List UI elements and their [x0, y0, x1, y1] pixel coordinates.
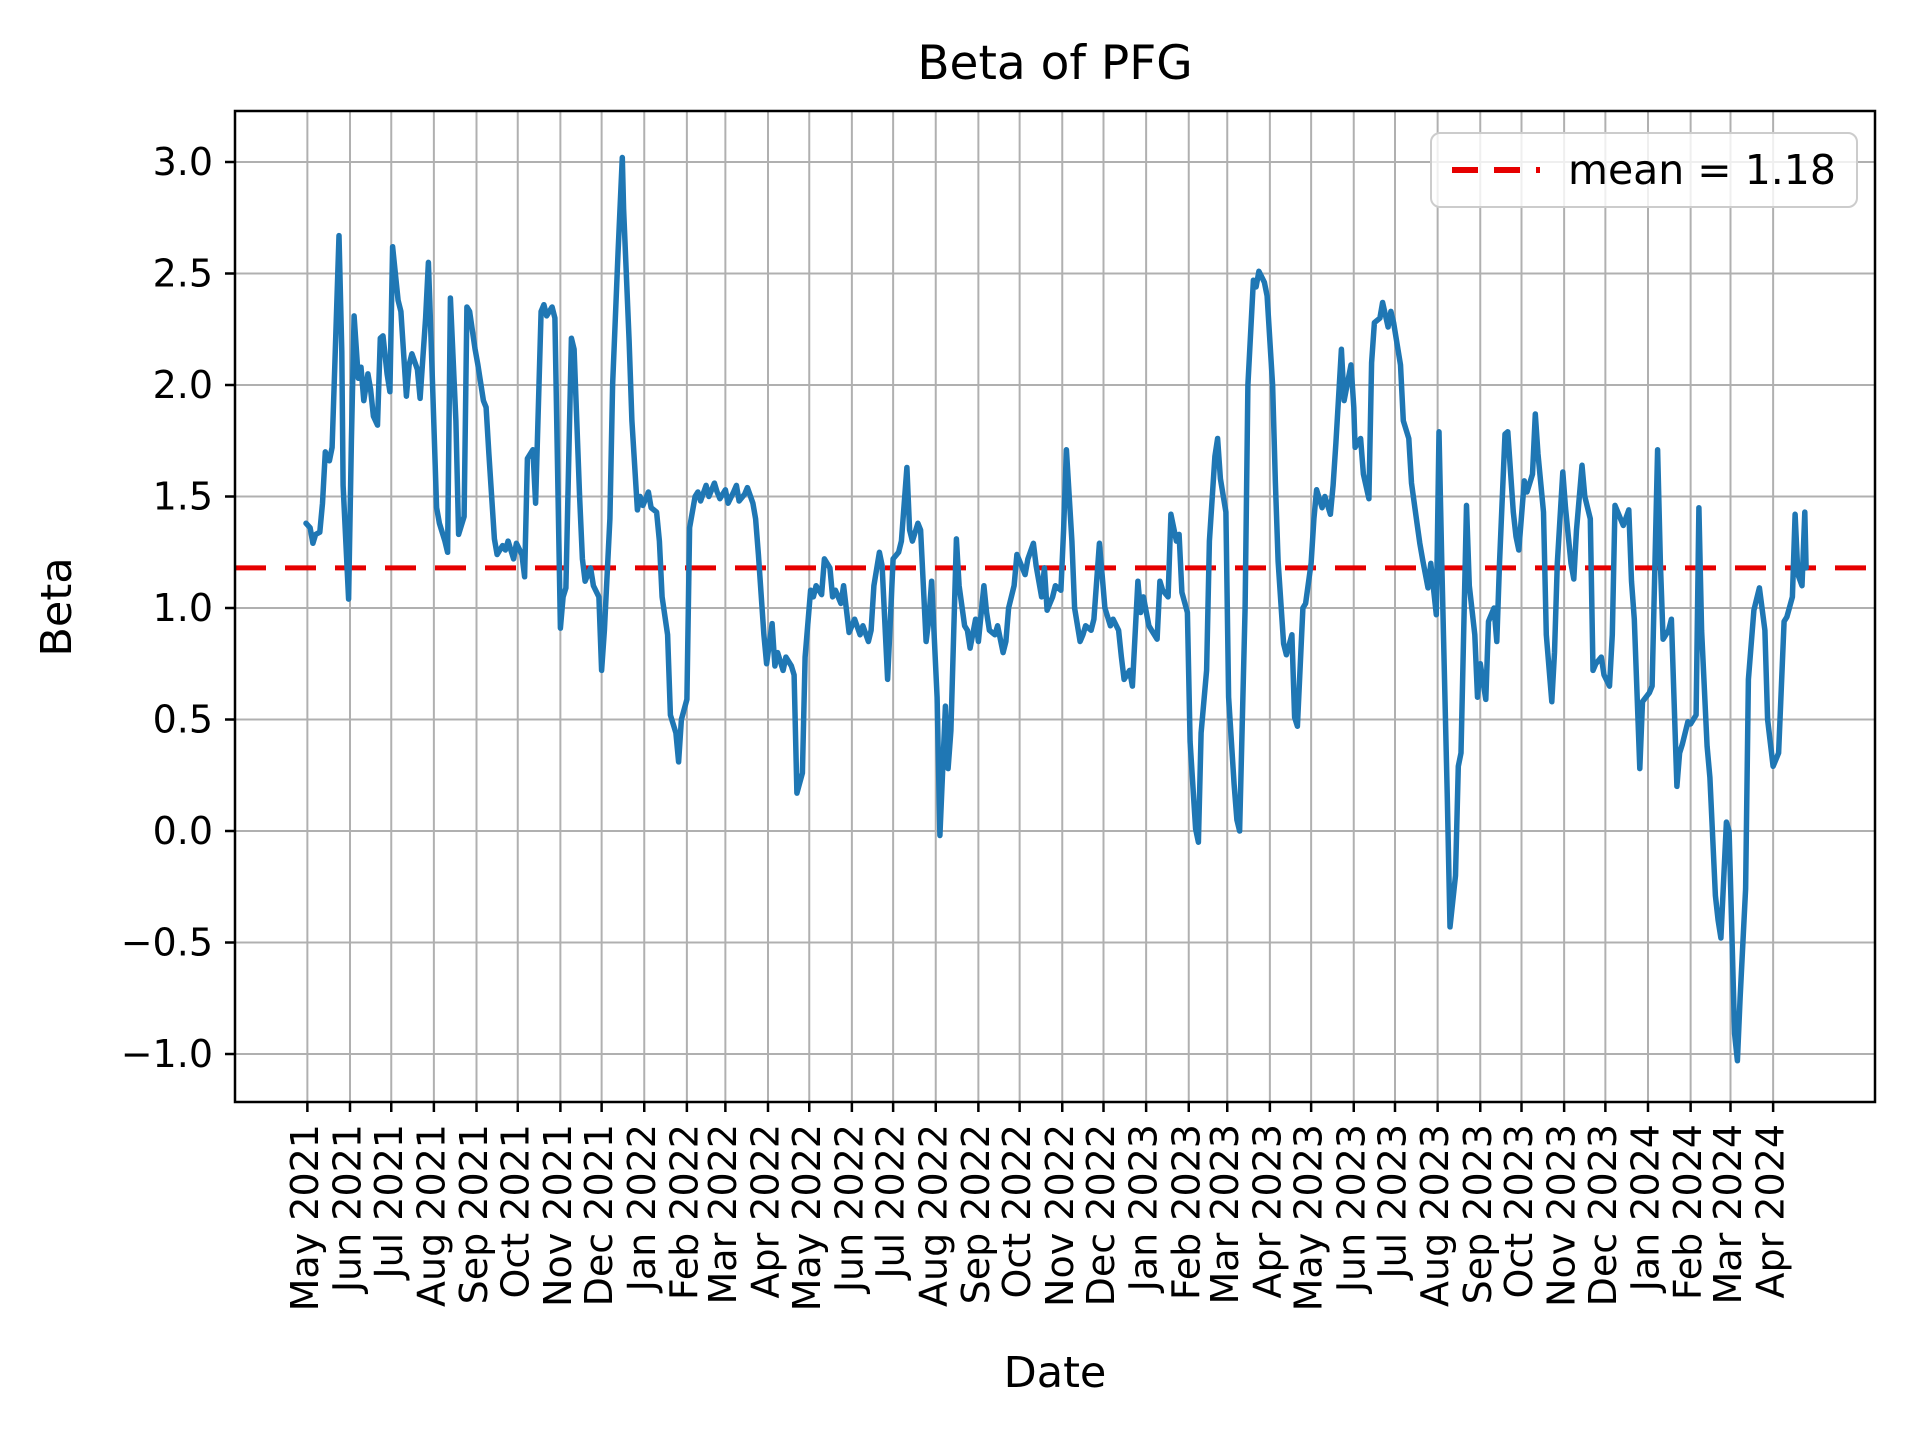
- x-tick-label: Oct 2022: [995, 1124, 1039, 1299]
- x-tick-label: Nov 2021: [536, 1124, 580, 1307]
- y-tick-label: −0.5: [121, 921, 213, 965]
- x-tick-label: Sep 2021: [452, 1124, 496, 1304]
- legend: mean = 1.18: [1430, 132, 1858, 208]
- y-tick-label: 0.5: [153, 698, 213, 742]
- x-tick-label: Jul 2023: [1371, 1124, 1415, 1281]
- x-tick-label: Dec 2023: [1581, 1124, 1625, 1306]
- x-tick-label: Nov 2022: [1038, 1124, 1082, 1307]
- y-tick-label: 1.0: [153, 586, 213, 630]
- x-tick-label: May 2021: [283, 1124, 327, 1311]
- x-tick-label: Oct 2021: [493, 1124, 537, 1299]
- x-tick-label: May 2023: [1287, 1124, 1331, 1311]
- x-tick-label: Sep 2023: [1456, 1124, 1500, 1304]
- y-tick-label: 3.0: [153, 140, 213, 184]
- axes-spines: [233, 109, 1877, 1104]
- x-tick-label: Aug 2021: [409, 1124, 453, 1307]
- x-tick-label: Jun 2022: [827, 1124, 871, 1294]
- y-tick-label: −1.0: [121, 1032, 213, 1076]
- x-tick-label: Jun 2021: [326, 1124, 370, 1294]
- x-tick-label: Jul 2021: [367, 1124, 411, 1281]
- x-tick-label: Jul 2022: [869, 1124, 913, 1281]
- beta-series-line: [303, 154, 1809, 1064]
- legend-label: mean = 1.18: [1568, 146, 1836, 194]
- x-tick-label: Nov 2023: [1540, 1124, 1584, 1307]
- x-tick-label: Jan 2024: [1624, 1124, 1668, 1293]
- grid-lines: [235, 111, 1875, 1102]
- x-tick-label: Dec 2022: [1079, 1124, 1123, 1306]
- x-tick-label: Apr 2024: [1749, 1124, 1793, 1299]
- x-tick-label: Jun 2023: [1329, 1124, 1373, 1294]
- x-tick-label: Jan 2022: [620, 1124, 664, 1293]
- tick-marks: [225, 160, 1775, 1112]
- x-tick-label: Dec 2021: [577, 1124, 621, 1306]
- x-axis-label: Date: [1003, 1348, 1107, 1398]
- x-tick-label: Mar 2023: [1203, 1124, 1247, 1304]
- legend-dashed-line-icon: [1452, 167, 1540, 173]
- y-tick-label: 2.0: [153, 363, 213, 407]
- x-tick-label: Mar 2022: [701, 1124, 745, 1304]
- x-tick-label: Mar 2024: [1706, 1124, 1750, 1304]
- x-tick-label: Aug 2022: [911, 1124, 955, 1307]
- x-tick-label: Apr 2022: [744, 1124, 788, 1299]
- x-tick-label: Feb 2022: [662, 1124, 706, 1300]
- x-tick-label: May 2022: [785, 1124, 829, 1311]
- x-tick-label: Aug 2023: [1413, 1124, 1457, 1307]
- x-tick-label: Jan 2023: [1122, 1124, 1166, 1293]
- y-tick-label: 0.0: [153, 809, 213, 853]
- x-tick-label: Feb 2023: [1164, 1124, 1208, 1300]
- x-tick-label: Sep 2022: [954, 1124, 998, 1304]
- x-tick-label: Feb 2024: [1666, 1124, 1710, 1300]
- x-tick-label: Apr 2023: [1245, 1124, 1289, 1299]
- y-axis-label: Beta: [32, 557, 82, 657]
- y-tick-label: 2.5: [153, 252, 213, 296]
- chart-title: Beta of PFG: [917, 36, 1193, 91]
- x-tick-label: Oct 2023: [1497, 1124, 1541, 1299]
- y-tick-label: 1.5: [153, 475, 213, 519]
